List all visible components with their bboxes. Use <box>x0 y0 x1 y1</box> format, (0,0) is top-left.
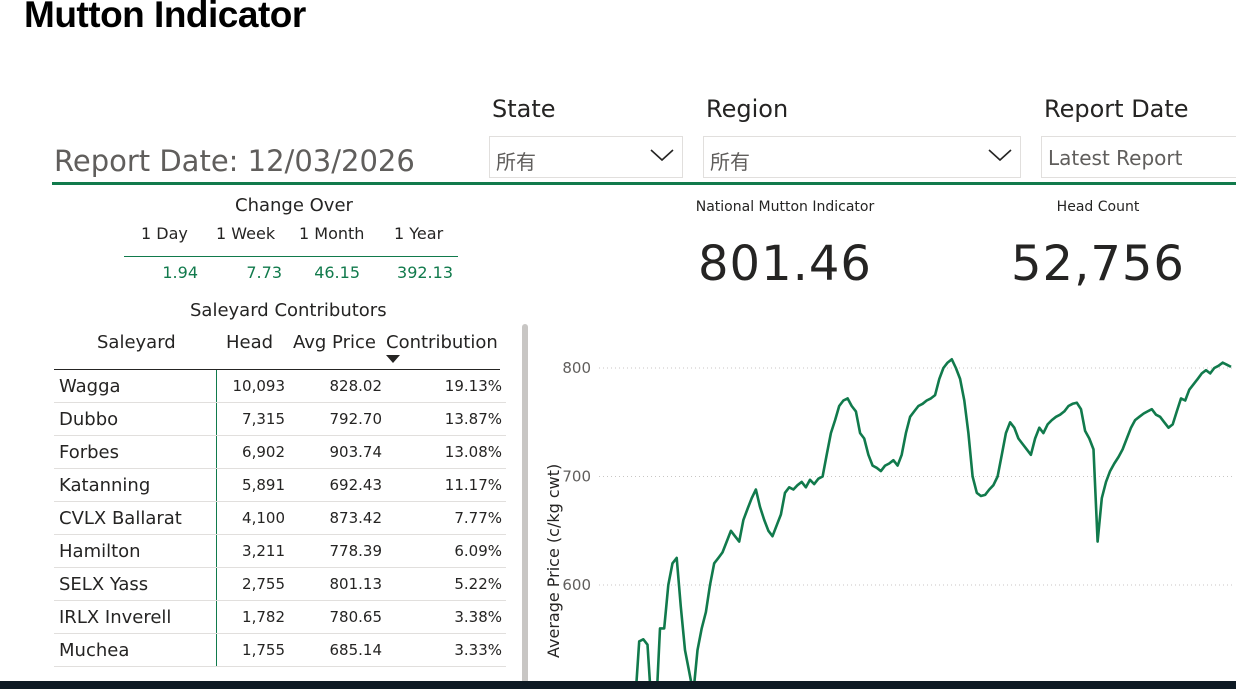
contribution-cell: 7.77% <box>382 501 506 535</box>
head-cell: 7,315 <box>216 402 285 436</box>
report-date-heading: Report Date: 12/03/2026 <box>54 144 415 178</box>
saleyard-name-cell: SELX Yass <box>54 567 217 601</box>
contribution-cell: 6.09% <box>382 534 506 568</box>
table-row[interactable]: Wagga 10,093 828.02 19.13% <box>54 370 506 403</box>
avg-price-cell: 903.74 <box>285 435 382 469</box>
avg-price-cell: 685.14 <box>285 633 382 667</box>
region-dropdown[interactable]: 所有 <box>703 136 1021 178</box>
column-header-contribution[interactable]: Contribution <box>386 332 498 353</box>
national-indicator-label: National Mutton Indicator <box>695 199 875 215</box>
national-indicator-value: 801.46 <box>698 236 872 292</box>
table-row[interactable]: CVLX Ballarat 4,100 873.42 7.77% <box>54 501 506 535</box>
average-price-series-line <box>634 358 1232 685</box>
avg-price-cell: 778.39 <box>285 534 382 568</box>
y-tick-label: 700 <box>562 468 591 486</box>
head-cell: 4,100 <box>216 501 285 535</box>
chevron-down-icon <box>650 149 674 162</box>
table-row[interactable]: Katanning 5,891 692.43 11.17% <box>54 468 506 502</box>
taskbar-strip <box>0 681 1236 689</box>
contribution-cell: 5.22% <box>382 567 506 601</box>
change-over-title: Change Over <box>235 195 353 216</box>
saleyard-name-cell: Wagga <box>54 370 217 403</box>
head-count-label: Head Count <box>1056 199 1140 215</box>
saleyard-name-cell: CVLX Ballarat <box>54 501 217 535</box>
change-value-1month: 46.15 <box>314 263 360 282</box>
report-date-dropdown[interactable]: Latest Report <box>1041 136 1236 178</box>
report-date-dropdown-value: Latest Report <box>1048 146 1183 170</box>
avg-price-cell: 692.43 <box>285 468 382 502</box>
saleyard-table: Wagga 10,093 828.02 19.13% Dubbo 7,315 792.70 1… <box>54 370 506 667</box>
saleyard-name-cell: Forbes <box>54 435 217 469</box>
column-header-head[interactable]: Head <box>226 332 274 353</box>
column-header-avg-price[interactable]: Avg Price <box>293 332 376 353</box>
saleyard-name-cell: Katanning <box>54 468 217 502</box>
saleyard-name-cell: Dubbo <box>54 402 217 436</box>
head-cell: 1,782 <box>216 600 285 634</box>
table-row[interactable]: Forbes 6,902 903.74 13.08% <box>54 435 506 469</box>
contribution-cell: 13.08% <box>382 435 506 469</box>
contribution-cell: 13.87% <box>382 402 506 436</box>
head-count-value: 52,756 <box>1011 236 1185 292</box>
region-filter-label: Region <box>706 95 789 123</box>
change-value-1day: 1.94 <box>162 263 198 282</box>
table-row[interactable]: Hamilton 3,211 778.39 6.09% <box>54 534 506 568</box>
saleyard-name-cell: IRLX Inverell <box>54 600 217 634</box>
change-over-divider <box>124 256 458 257</box>
y-axis-label: Average Price (c/kg cwt) <box>544 464 563 658</box>
average-price-line-chart: 600 700 800 Average Price (c/kg cwt) <box>544 358 1232 685</box>
table-row[interactable]: Dubbo 7,315 792.70 13.87% <box>54 402 506 436</box>
contribution-cell: 11.17% <box>382 468 506 502</box>
head-cell: 5,891 <box>216 468 285 502</box>
y-tick-label: 600 <box>562 576 591 594</box>
table-row[interactable]: SELX Yass 2,755 801.13 5.22% <box>54 567 506 601</box>
avg-price-cell: 801.13 <box>285 567 382 601</box>
head-cell: 1,755 <box>216 633 285 667</box>
report-date-filter-label: Report Date <box>1044 95 1189 123</box>
head-cell: 10,093 <box>216 370 285 403</box>
state-filter-label: State <box>492 95 556 123</box>
y-tick-label: 800 <box>562 359 591 377</box>
header-divider <box>52 182 1236 185</box>
avg-price-cell: 828.02 <box>285 370 382 403</box>
column-header-saleyard[interactable]: Saleyard <box>97 332 176 353</box>
contribution-cell: 3.33% <box>382 633 506 667</box>
head-cell: 3,211 <box>216 534 285 568</box>
change-period-1week: 1 Week <box>216 224 276 243</box>
avg-price-cell: 873.42 <box>285 501 382 535</box>
table-header-divider <box>54 369 500 370</box>
page-title: Mutton Indicator <box>24 0 306 35</box>
change-value-1year: 392.13 <box>397 263 453 282</box>
table-scrollbar[interactable] <box>522 324 528 684</box>
change-value-1week: 7.73 <box>246 263 282 282</box>
contribution-cell: 19.13% <box>382 370 506 403</box>
saleyard-contributors-title: Saleyard Contributors <box>190 300 387 321</box>
head-cell: 6,902 <box>216 435 285 469</box>
contribution-cell: 3.38% <box>382 600 506 634</box>
change-period-1day: 1 Day <box>141 224 188 243</box>
state-dropdown-value: 所有 <box>496 150 536 174</box>
state-dropdown[interactable]: 所有 <box>489 136 683 178</box>
saleyard-name-cell: Hamilton <box>54 534 217 568</box>
region-dropdown-value: 所有 <box>710 150 750 174</box>
change-period-1year: 1 Year <box>394 224 444 243</box>
avg-price-cell: 792.70 <box>285 402 382 436</box>
avg-price-cell: 780.65 <box>285 600 382 634</box>
table-row[interactable]: Muchea 1,755 685.14 3.33% <box>54 633 506 667</box>
head-cell: 2,755 <box>216 567 285 601</box>
sort-descending-icon[interactable] <box>386 355 400 364</box>
change-period-1month: 1 Month <box>299 224 365 243</box>
saleyard-name-cell: Muchea <box>54 633 217 667</box>
chevron-down-icon <box>988 149 1012 162</box>
table-row[interactable]: IRLX Inverell 1,782 780.65 3.38% <box>54 600 506 634</box>
